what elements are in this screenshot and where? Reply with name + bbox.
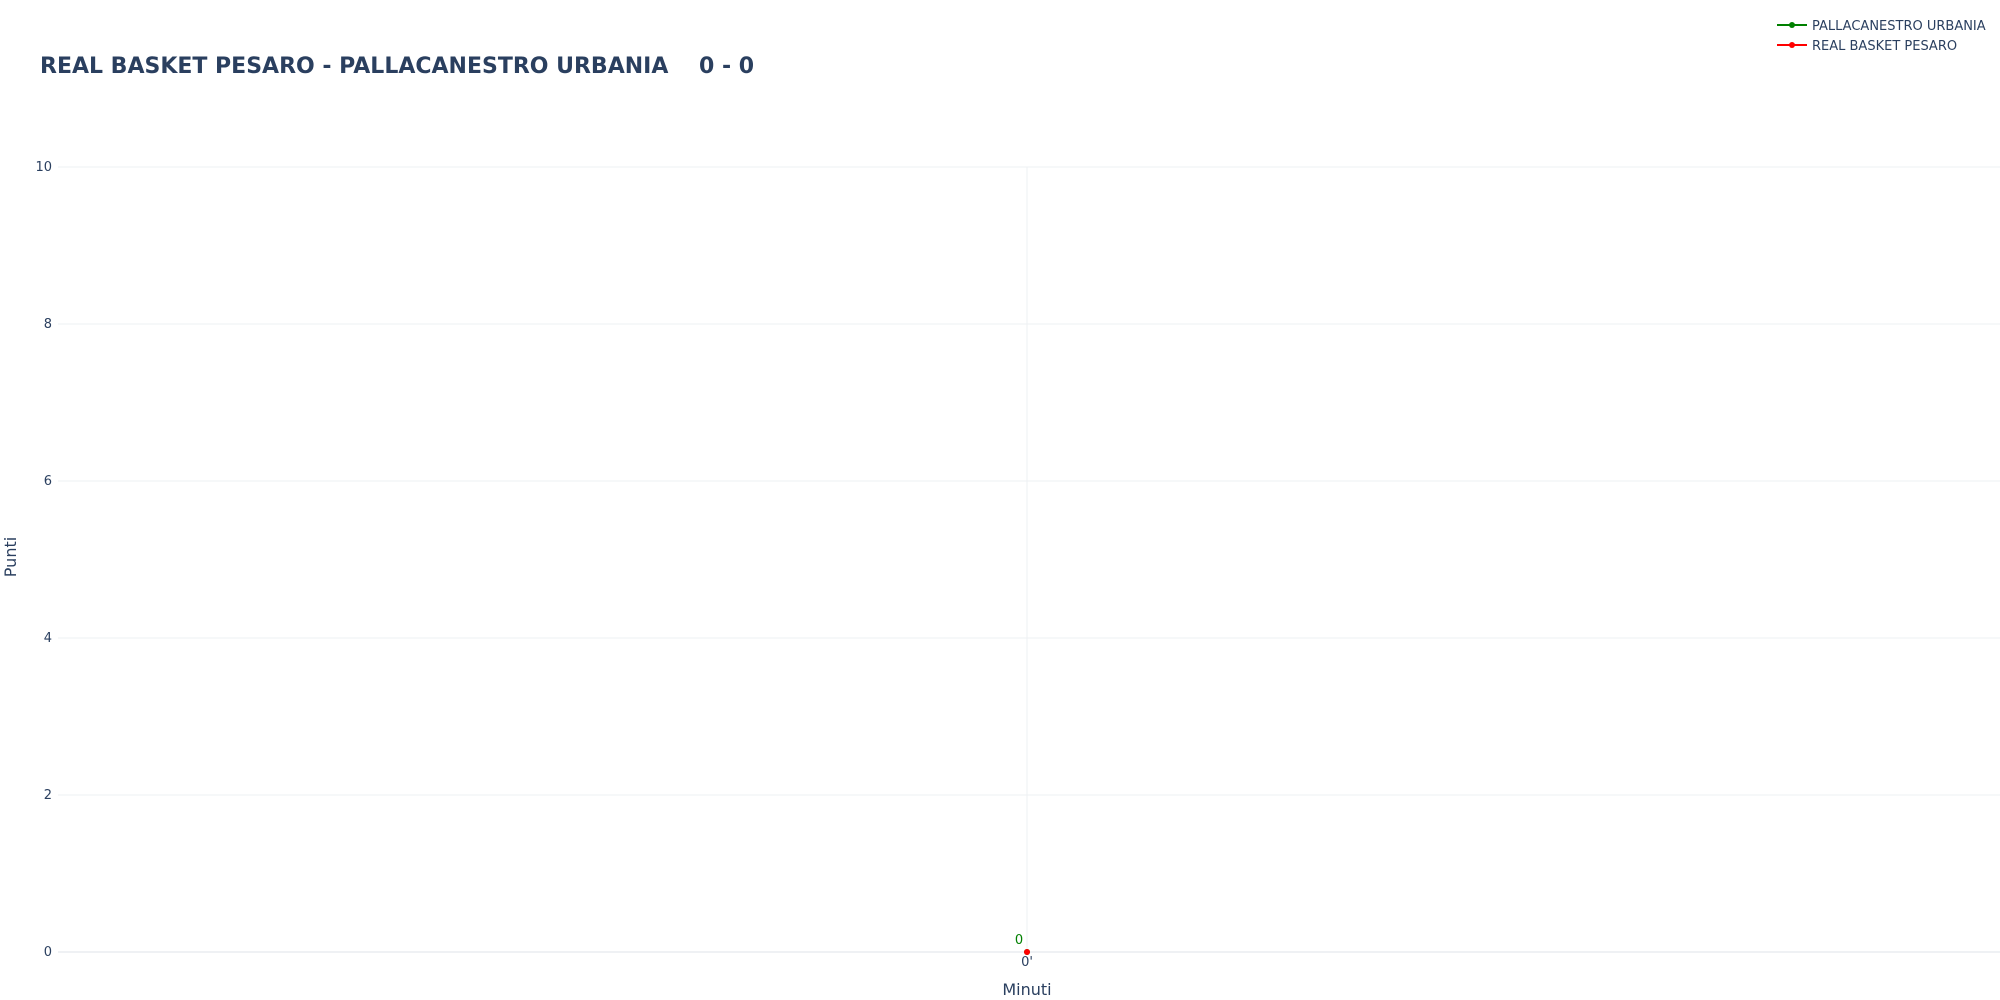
- data-label: 0: [1015, 933, 1023, 948]
- series-point: [1024, 949, 1030, 955]
- y-tick-label: 6: [44, 474, 52, 489]
- legend: PALLACANESTRO URBANIA REAL BASKET PESARO: [1777, 19, 1986, 54]
- chart-title: REAL BASKET PESARO - PALLACANESTRO URBAN…: [40, 54, 754, 79]
- y-tick-label: 10: [35, 160, 52, 175]
- x-tick-label: 0': [1021, 955, 1033, 970]
- legend-item[interactable]: REAL BASKET PESARO: [1777, 39, 1957, 54]
- grid-layer: [58, 166, 2000, 953]
- legend-marker: [1789, 42, 1795, 48]
- y-tick-labels: 0 2 4 6 8 10: [35, 160, 52, 960]
- legend-label: REAL BASKET PESARO: [1812, 39, 1957, 54]
- y-tick-label: 2: [44, 788, 52, 803]
- series-layer: 0: [1015, 933, 1030, 955]
- y-axis-title: Punti: [1, 537, 20, 577]
- y-tick-label: 8: [44, 317, 52, 332]
- x-axis-title: Minuti: [1002, 980, 1051, 999]
- y-tick-label: 0: [44, 945, 52, 960]
- legend-label: PALLACANESTRO URBANIA: [1812, 19, 1986, 34]
- legend-item[interactable]: PALLACANESTRO URBANIA: [1777, 19, 1986, 34]
- y-tick-label: 4: [44, 631, 52, 646]
- legend-marker: [1789, 22, 1795, 28]
- x-tick-labels: 0': [1021, 955, 1033, 970]
